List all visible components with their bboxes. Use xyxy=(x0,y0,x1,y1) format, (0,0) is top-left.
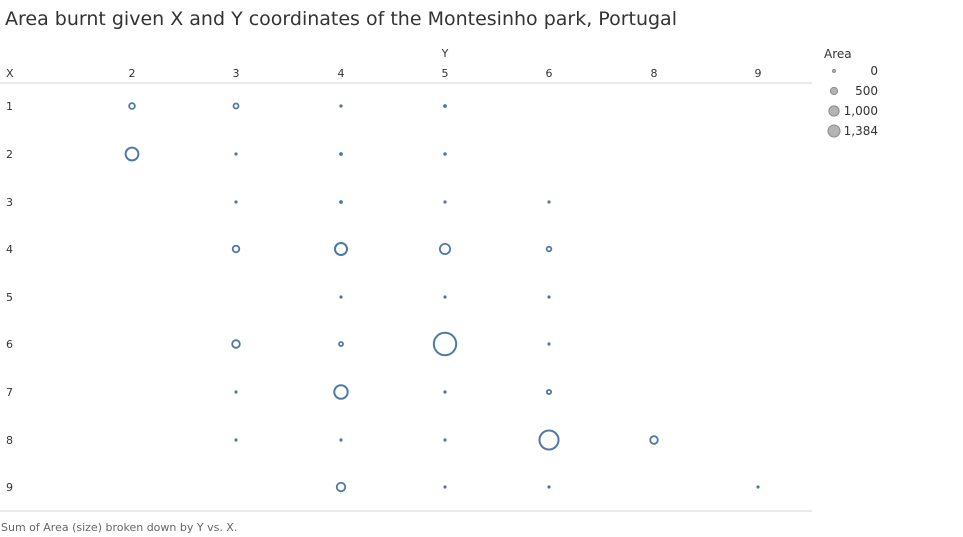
scatter-point[interactable] xyxy=(333,241,349,257)
scatter-point[interactable] xyxy=(756,485,760,489)
scatter-point[interactable] xyxy=(339,438,343,442)
scatter-point[interactable] xyxy=(232,102,240,110)
scatter-point[interactable] xyxy=(234,152,238,156)
legend-label: 0 xyxy=(870,64,878,78)
scatter-point[interactable] xyxy=(547,200,551,204)
column-axis-title: Y xyxy=(441,47,449,60)
row-tick-label: 3 xyxy=(6,196,13,209)
scatter-point[interactable] xyxy=(438,242,452,256)
scatter-point[interactable] xyxy=(545,388,553,396)
chart-title: Area burnt given X and Y coordinates of … xyxy=(5,8,677,30)
scatter-point[interactable] xyxy=(443,438,447,442)
legend-swatch xyxy=(829,86,839,96)
legend-swatch xyxy=(827,124,841,138)
column-tick-label: 6 xyxy=(546,67,553,80)
column-tick-label: 8 xyxy=(651,67,658,80)
scatter-point[interactable] xyxy=(443,485,447,489)
column-tick-label: 2 xyxy=(129,67,136,80)
scatter-point[interactable] xyxy=(547,342,551,346)
row-tick-label: 4 xyxy=(6,243,13,256)
scatter-point[interactable] xyxy=(338,341,344,347)
scatter-point[interactable] xyxy=(234,438,238,442)
scatter-point[interactable] xyxy=(339,200,343,204)
row-tick-label: 9 xyxy=(6,481,13,494)
legend-label: 500 xyxy=(855,84,878,98)
row-tick-label: 8 xyxy=(6,434,13,447)
scatter-point[interactable] xyxy=(443,390,447,394)
row-tick-label: 6 xyxy=(6,338,13,351)
scatter-point[interactable] xyxy=(333,384,349,400)
column-tick-label: 3 xyxy=(233,67,240,80)
scatter-point[interactable] xyxy=(443,152,447,156)
row-tick-label: 1 xyxy=(6,100,13,113)
legend-label: 1,000 xyxy=(844,104,878,118)
row-tick-label: 5 xyxy=(6,291,13,304)
scatter-point[interactable] xyxy=(545,245,553,253)
scatter-point[interactable] xyxy=(432,331,458,357)
scatter-point[interactable] xyxy=(339,295,343,299)
scatter-point[interactable] xyxy=(234,200,238,204)
chart-caption: Sum of Area (size) broken down by Y vs. … xyxy=(1,521,237,534)
scatter-point[interactable] xyxy=(231,244,241,254)
column-tick-label: 4 xyxy=(338,67,345,80)
scatter-point[interactable] xyxy=(443,104,447,108)
legend-swatch xyxy=(828,105,840,117)
row-axis-title: X xyxy=(6,67,14,80)
column-tick-label: 5 xyxy=(442,67,449,80)
scatter-point[interactable] xyxy=(234,390,238,394)
scatter-point[interactable] xyxy=(443,200,447,204)
scatter-point[interactable] xyxy=(547,295,551,299)
legend-label: 1,384 xyxy=(844,124,878,138)
scatter-point[interactable] xyxy=(443,295,447,299)
scatter-point[interactable] xyxy=(339,152,343,156)
scatter-point[interactable] xyxy=(547,485,551,489)
scatter-point[interactable] xyxy=(128,102,136,110)
legend-title: Area xyxy=(824,47,852,61)
scatter-point[interactable] xyxy=(231,339,241,349)
legend-swatch xyxy=(832,69,836,73)
row-tick-label: 2 xyxy=(6,148,13,161)
scatter-point[interactable] xyxy=(124,146,140,162)
scatter-point[interactable] xyxy=(339,104,343,108)
row-tick-label: 7 xyxy=(6,386,13,399)
scatter-point[interactable] xyxy=(649,435,659,445)
scatter-point[interactable] xyxy=(335,481,347,493)
scatter-point[interactable] xyxy=(538,429,560,451)
column-tick-label: 9 xyxy=(755,67,762,80)
